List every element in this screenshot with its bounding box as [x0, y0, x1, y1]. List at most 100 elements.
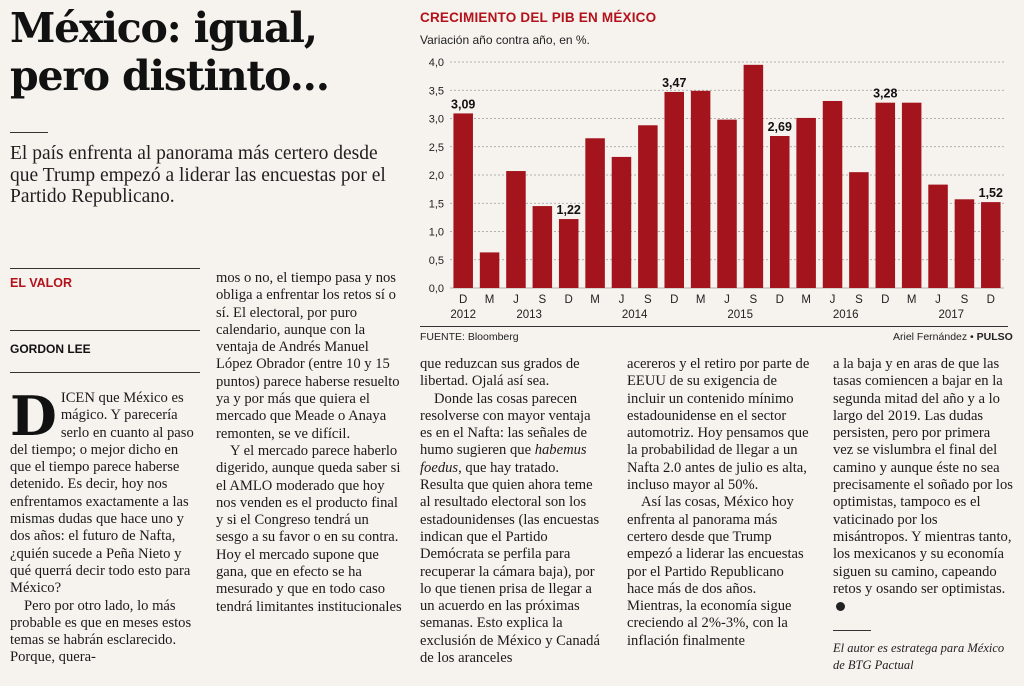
bar: [611, 156, 632, 288]
dek-rule: [10, 132, 48, 133]
headline-line-1: México: igual,: [10, 4, 318, 52]
y-tick-label: 3,5: [429, 85, 444, 97]
chart-credit-name: Ariel Fernández •: [893, 331, 977, 343]
data-label: 1,52: [979, 186, 1003, 200]
data-label: 3,28: [873, 87, 897, 101]
paragraph: D ICEN que México es mágico. Y parecería …: [10, 384, 195, 598]
bar: [506, 171, 526, 288]
year-label: 2015: [727, 309, 753, 321]
data-label: 1,22: [557, 203, 581, 217]
end-of-article-icon: [836, 602, 845, 612]
paragraph: Pero por otro lado, lo más probable es q…: [10, 597, 192, 666]
x-tick-label: D: [776, 294, 784, 306]
x-tick-label: S: [961, 294, 969, 306]
gdp-bar-chart: 0,0 0,5 1,0 1,5 2,0 2,5 3,0 3,5 4,0 D M J S D M J S D M J S D…: [429, 57, 1004, 321]
bar: [664, 91, 684, 288]
x-tick-label: D: [670, 294, 678, 306]
data-label: 3,09: [451, 97, 475, 111]
y-tick-label: 1,0: [429, 227, 444, 239]
author-byline: GORDON LEE: [10, 342, 91, 356]
dropcap: D: [10, 384, 57, 448]
bar: [796, 117, 816, 288]
bar: [453, 113, 473, 288]
x-tick-label: J: [619, 294, 625, 306]
headline: México: igual, pero distinto...: [10, 4, 410, 100]
chart-footer-rule: [420, 326, 1008, 327]
bar: [690, 90, 711, 288]
article-column-4: acereros y el retiro por parte de EEUU d…: [627, 356, 813, 650]
x-tick-label: J: [513, 294, 519, 306]
author-credit: El autor es estratega para México de BTG…: [833, 641, 1005, 672]
paragraph: mos o no, el tiempo pasa y nos obliga a …: [216, 270, 400, 442]
x-tick-label: D: [565, 294, 573, 306]
paragraph: Así las cosas, México hoy enfrenta al pa…: [627, 494, 804, 649]
section-rule-bottom: [10, 330, 200, 331]
bar: [822, 100, 843, 288]
bar: [585, 138, 605, 288]
y-tick-label: 4,0: [429, 57, 444, 69]
section-rule: [10, 268, 200, 269]
year-label: 2016: [833, 309, 859, 321]
bar: [770, 136, 790, 288]
bar: [558, 219, 579, 288]
headline-line-2: pero distinto...: [10, 52, 330, 100]
paragraph: Donde las cosas parecen resolverse con m…: [420, 391, 606, 668]
bar: [901, 102, 922, 289]
bar: [928, 184, 948, 288]
bar: [717, 119, 737, 288]
paragraph: acereros y el retiro por parte de EEUU d…: [627, 356, 810, 494]
x-tick-label: D: [987, 294, 995, 306]
x-tick-label: M: [907, 294, 917, 306]
x-tick-label: M: [485, 294, 495, 306]
bar: [532, 206, 553, 288]
article-column-5: a la baja y en aras de que las tasas com…: [833, 356, 1013, 615]
y-tick-label: 0,5: [429, 255, 444, 267]
x-tick-label: D: [459, 294, 467, 306]
paragraph-text: , que hay tratado. Resulta que quien aho…: [420, 459, 600, 667]
x-tick-label: J: [724, 294, 730, 306]
x-tick-label: M: [696, 294, 706, 306]
bar: [479, 252, 500, 288]
bar: [638, 125, 658, 288]
y-tick-label: 2,5: [429, 142, 444, 154]
paragraph: a la baja y en aras de que las tasas com…: [833, 356, 1013, 615]
paragraph-text: ICEN que México es mágico. Y parecería s…: [10, 390, 194, 597]
dek: El país enfrenta al panorama más certero…: [10, 143, 386, 207]
bar: [743, 64, 764, 288]
year-label: 2017: [938, 309, 964, 321]
paragraph: que reduzcan sus grados de libertad. Oja…: [420, 356, 580, 390]
article-column-3: que reduzcan sus grados de libertad. Oja…: [420, 356, 606, 667]
data-label: 2,69: [768, 120, 792, 134]
y-tick-label: 3,0: [429, 114, 444, 126]
y-tick-label: 2,0: [429, 170, 444, 182]
x-tick-label: S: [750, 294, 758, 306]
x-tick-label: J: [830, 294, 836, 306]
article-column-1: D ICEN que México es mágico. Y parecería …: [10, 384, 195, 667]
paragraph: Y el mercado parece haberlo digerido, au…: [216, 442, 402, 615]
x-tick-label: D: [881, 294, 889, 306]
paragraph-text: Donde las cosas parecen resolverse con m…: [420, 390, 591, 459]
x-tick-label: M: [801, 294, 811, 306]
year-label: 2012: [450, 309, 476, 321]
latin-phrase: habemus foedus: [420, 442, 587, 476]
data-label: 3,47: [662, 76, 686, 90]
year-label: 2014: [622, 309, 648, 321]
chart-title: CRECIMIENTO DEL PIB EN MÉXICO: [420, 10, 657, 25]
y-tick-label: 0,0: [429, 283, 444, 295]
bar: [849, 172, 869, 288]
y-tick-label: 1,5: [429, 198, 444, 210]
article-column-2: mos o no, el tiempo pasa y nos obliga a …: [216, 270, 402, 616]
chart-credit: Ariel Fernández • PULSO: [893, 331, 1013, 343]
author-rule: [10, 372, 200, 373]
x-tick-label: S: [855, 294, 863, 306]
x-tick-label: S: [538, 294, 546, 306]
x-tick-label: J: [935, 294, 941, 306]
year-label: 2013: [516, 309, 542, 321]
x-tick-label: M: [590, 294, 600, 306]
bar: [981, 202, 1001, 288]
x-tick-label: S: [644, 294, 652, 306]
chart-subtitle: Variación año contra año, en %.: [420, 33, 590, 47]
bar: [954, 199, 975, 288]
paragraph-text: a la baja y en aras de que las tasas com…: [833, 356, 1013, 597]
chart-credit-brand: PULSO: [976, 331, 1013, 343]
